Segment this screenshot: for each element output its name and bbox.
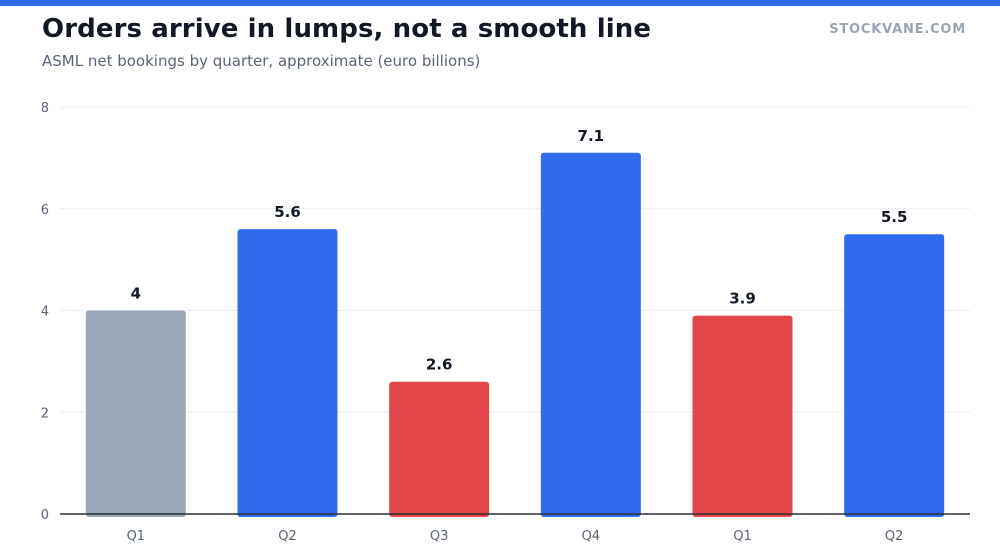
x-tick-label: Q1 xyxy=(127,529,146,544)
x-tick-label: Q4 xyxy=(582,529,601,544)
bar xyxy=(85,310,186,517)
bar-value-label: 2.6 xyxy=(426,356,453,374)
bar xyxy=(692,315,793,517)
x-tick-label: Q1 xyxy=(733,529,752,544)
brand-label: STOCKVANE.COM xyxy=(829,22,966,37)
x-tick-label: Q3 xyxy=(430,529,449,544)
y-tick-label: 4 xyxy=(41,305,49,320)
bar-value-label: 4 xyxy=(131,285,141,303)
accent-top-bar xyxy=(0,0,1000,6)
bar xyxy=(389,381,490,517)
chart-subtitle: ASML net bookings by quarter, approximat… xyxy=(42,52,481,70)
x-tick-label: Q2 xyxy=(278,529,297,544)
bar-value-label: 5.5 xyxy=(881,208,908,226)
x-tick-label: Q2 xyxy=(885,529,904,544)
bar xyxy=(540,152,641,517)
bar-value-label: 3.9 xyxy=(729,290,756,308)
y-tick-label: 0 xyxy=(41,508,49,523)
chart-title: Orders arrive in lumps, not a smooth lin… xyxy=(42,14,652,44)
y-tick-label: 8 xyxy=(41,101,49,116)
bar-value-label: 7.1 xyxy=(578,127,605,145)
bar-value-label: 5.6 xyxy=(274,203,301,221)
y-tick-label: 2 xyxy=(41,406,49,421)
bar xyxy=(237,229,338,517)
bar xyxy=(844,234,945,517)
y-tick-label: 6 xyxy=(41,203,49,218)
